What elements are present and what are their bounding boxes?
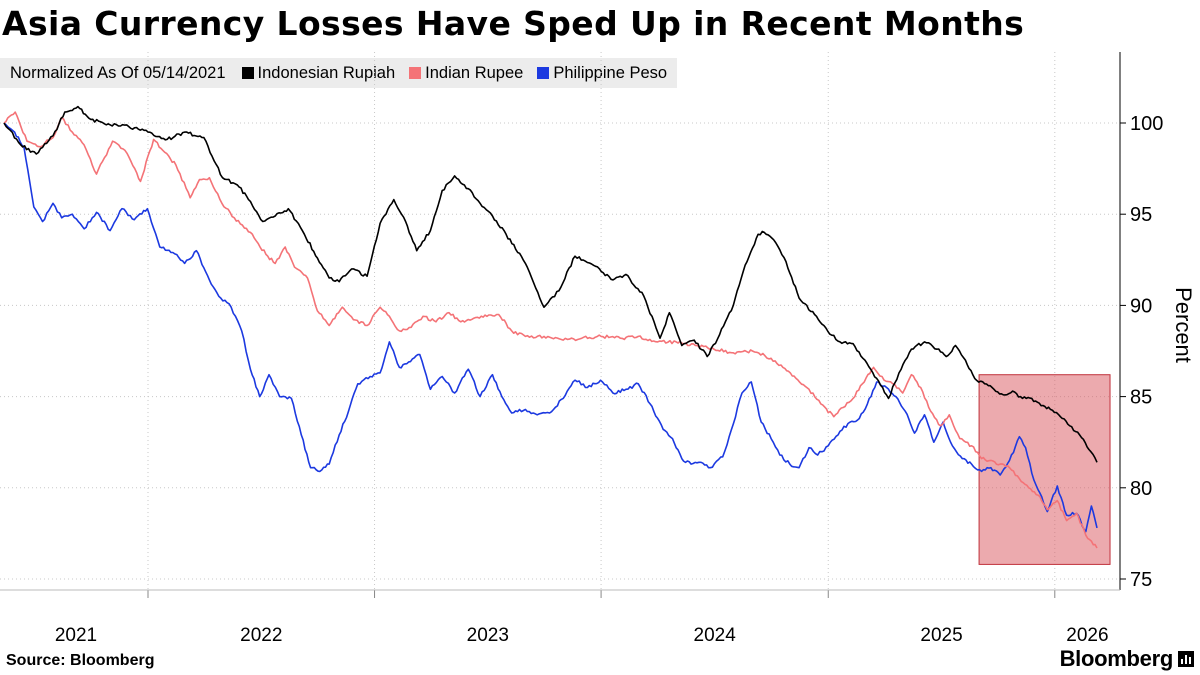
y-tick-label-100: 100 [1130,113,1163,135]
legend-swatch-philippine-peso [537,67,550,79]
legend-item-philippine-peso: Philippine Peso [537,64,667,83]
bloomberg-mark-icon [1178,651,1194,667]
y-axis-title: Percent [1171,287,1196,363]
y-tick-label-95: 95 [1130,204,1152,226]
legend-item-indonesian-rupiah: Indonesian Rupiah [241,63,396,83]
x-tick-label-2025: 2025 [920,625,962,646]
highlight-layer [978,374,1111,565]
x-tick-label-2023: 2023 [467,625,509,646]
x-tick-label-2024: 2024 [694,625,737,646]
brand-name: Bloomberg [1059,646,1174,671]
brand-logo: Bloomberg [1060,646,1194,672]
legend-label-indian-rupee: Indian Rupee [425,63,524,82]
gridlines [0,52,1120,590]
legend-swatch-indonesian-rupiah [241,67,254,79]
y-tick-label-85: 85 [1130,387,1152,409]
series-line-indonesian-rupiah [3,105,1098,463]
legend-label-indonesian-rupiah: Indonesian Rupiah [257,63,396,82]
x-tick-label-2026: 2026 [1066,625,1108,646]
y-tick-label-75: 75 [1130,569,1152,591]
legend: Normalized As Of 05/14/2021 Indonesian R… [0,58,678,88]
series-line-philippine-peso [3,122,1098,533]
source-note: Source: Bloomberg [6,652,155,669]
y-tick-label-80: 80 [1130,478,1152,500]
normalization-note: Normalized As Of 05/14/2021 [10,63,226,82]
legend-swatch-indian-rupee [409,67,422,79]
y-tick-label-90: 90 [1130,295,1152,317]
series-lines [3,105,1098,549]
highlight-box [978,374,1111,565]
series-line-indian-rupee [3,111,1098,549]
legend-label-philippine-peso: Philippine Peso [553,63,668,82]
chart-title: Asia Currency Losses Have Sped Up in Rec… [2,4,1025,43]
x-tick-label-2022: 2022 [240,625,282,646]
legend-item-indian-rupee: Indian Rupee [409,64,523,83]
x-tick-label-2021: 2021 [55,625,97,646]
axes: 2021 2022 2023 2024 2025 2026 75 80 85 90 95 100 Per… [0,52,1196,646]
